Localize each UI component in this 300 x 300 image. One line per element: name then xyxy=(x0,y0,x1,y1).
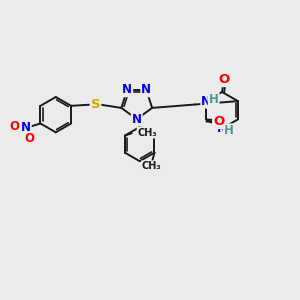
Text: CH₃: CH₃ xyxy=(142,161,161,171)
Text: N: N xyxy=(217,122,227,135)
Text: N: N xyxy=(201,94,211,108)
Text: H: H xyxy=(209,93,219,106)
Text: CH₃: CH₃ xyxy=(138,128,157,138)
Text: N: N xyxy=(122,83,132,96)
Text: N: N xyxy=(21,122,31,134)
Text: N: N xyxy=(141,83,151,96)
Text: H: H xyxy=(224,124,234,137)
Text: N: N xyxy=(132,112,142,126)
Text: O: O xyxy=(219,73,230,86)
Text: O: O xyxy=(10,120,20,133)
Text: O: O xyxy=(24,132,34,145)
Text: O: O xyxy=(213,115,224,128)
Text: S: S xyxy=(91,98,100,111)
